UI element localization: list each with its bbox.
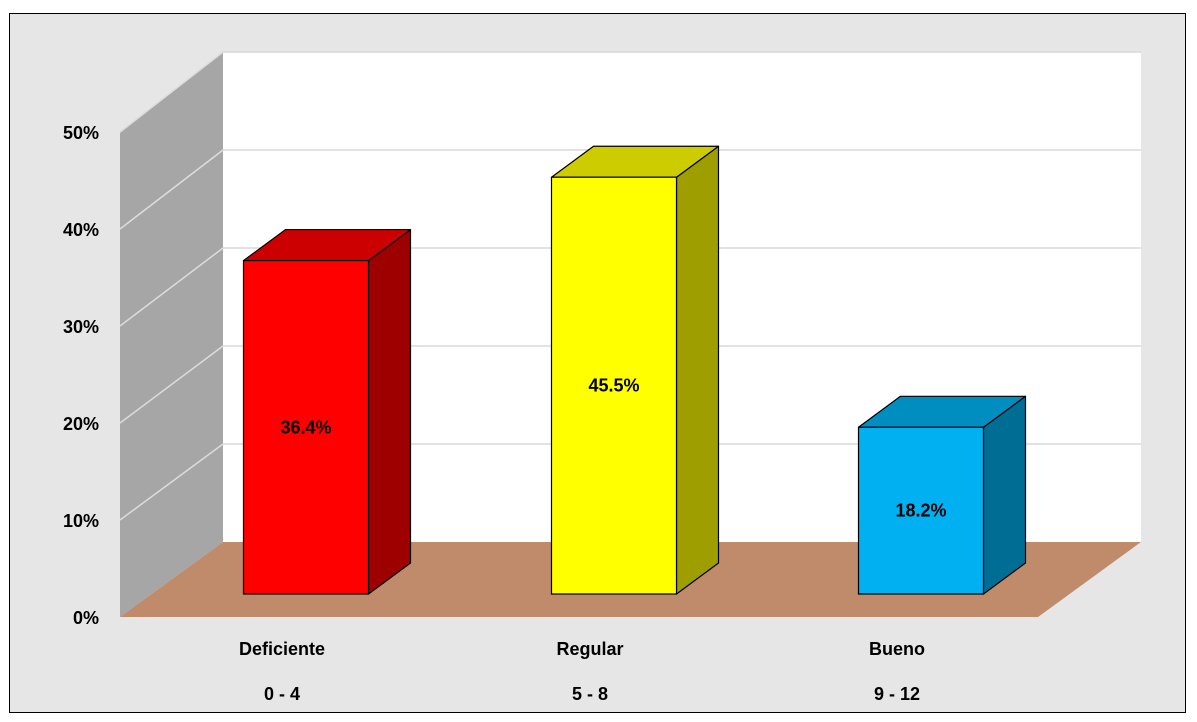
bars: 36.4% 45.5% 18.2% — [242, 145, 1027, 595]
y-tick-label: 30% — [63, 317, 99, 337]
bar-side-face — [367, 228, 412, 595]
x-category-label: Bueno — [869, 639, 925, 659]
chart-frame: 0% 10% 20% 30% 40% 50% 36.4% 45.5% 18.2% Defici… — [9, 13, 1186, 713]
side-gridline — [119, 149, 224, 230]
side-gridline — [119, 247, 224, 327]
bar-bueno: 18.2% — [857, 395, 1027, 595]
y-tick-label: 50% — [63, 123, 99, 143]
y-tick-label: 0% — [73, 608, 99, 628]
x-category-range-label: 9 - 12 — [874, 684, 920, 704]
bar-front-face — [550, 176, 678, 595]
bar-side-face — [982, 395, 1027, 595]
bar-side-face — [675, 145, 720, 595]
x-category-range-label: 0 - 4 — [264, 684, 300, 704]
side-wall — [120, 52, 223, 617]
x-category-range-label: 5 - 8 — [572, 684, 608, 704]
y-tick-label: 10% — [63, 511, 99, 531]
side-gridline — [119, 345, 224, 424]
data-label: 18.2% — [895, 501, 946, 521]
y-tick-label: 20% — [63, 414, 99, 434]
bar-deficiente: 36.4% — [242, 228, 412, 595]
bar-front-face — [242, 259, 370, 595]
y-tick-label: 40% — [63, 220, 99, 240]
x-category-label: Deficiente — [239, 639, 325, 659]
side-gridline — [119, 51, 224, 133]
data-label: 45.5% — [588, 376, 639, 396]
data-label: 36.4% — [280, 417, 331, 437]
bar-front-face — [857, 426, 985, 595]
side-gridline — [119, 443, 224, 521]
x-category-label: Regular — [556, 639, 623, 659]
bar-regular: 45.5% — [550, 145, 720, 595]
y-axis-tick-labels: 0% 10% 20% 30% 40% 50% — [63, 123, 99, 628]
x-axis-category-labels: Deficiente 0 - 4 Regular 5 - 8 Bueno 9 - 12 — [239, 639, 925, 704]
